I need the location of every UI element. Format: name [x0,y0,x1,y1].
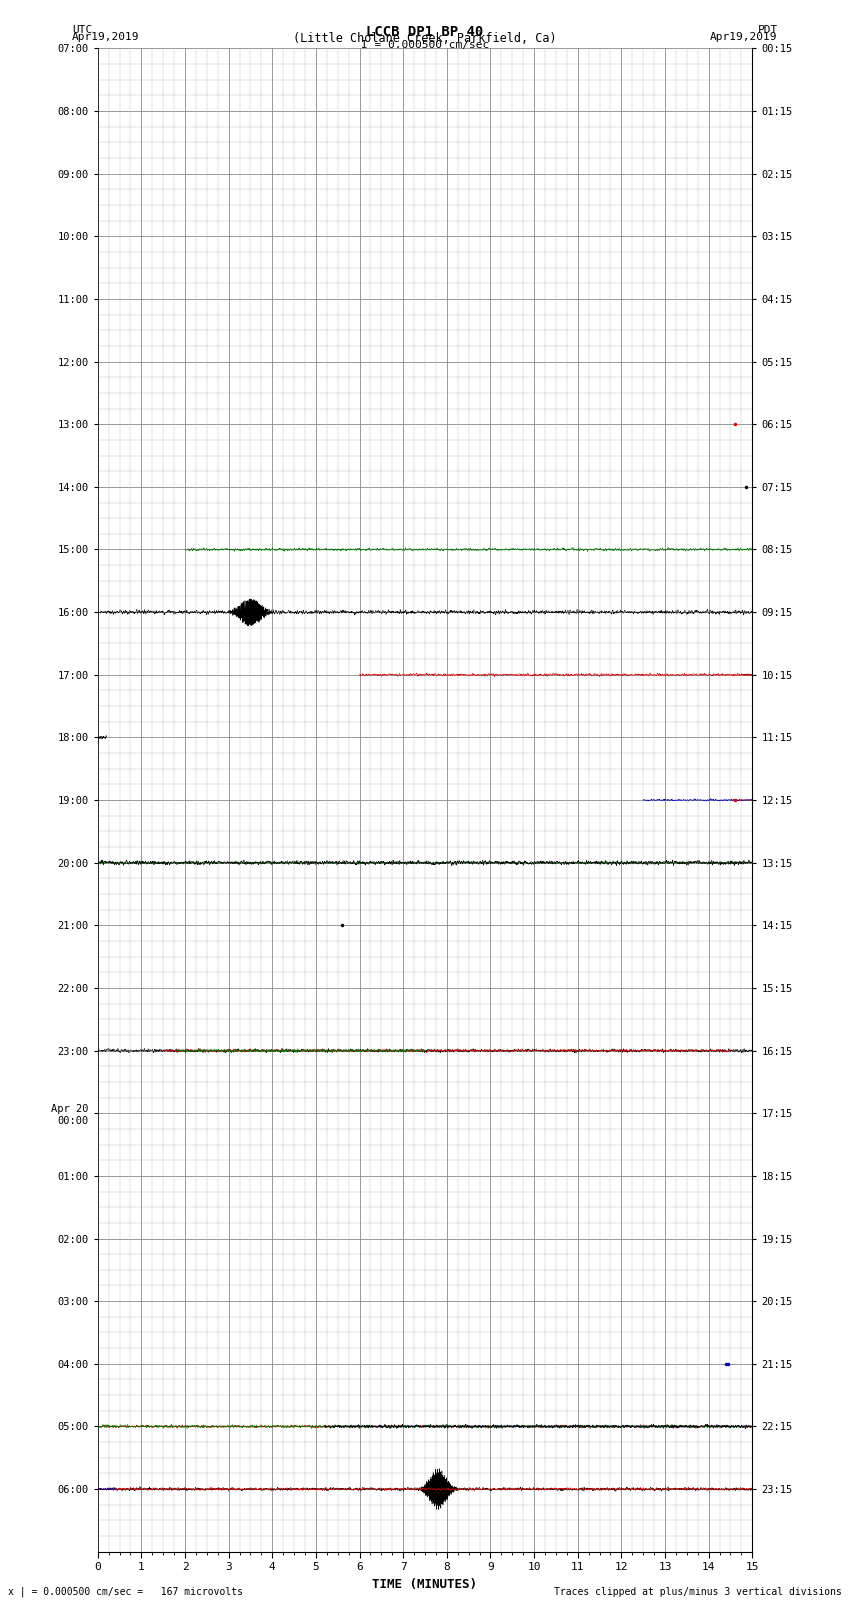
Text: Traces clipped at plus/minus 3 vertical divisions: Traces clipped at plus/minus 3 vertical … [553,1587,842,1597]
Text: LCCB DP1 BP 40: LCCB DP1 BP 40 [366,24,484,39]
Text: Apr19,2019: Apr19,2019 [711,32,778,42]
X-axis label: TIME (MINUTES): TIME (MINUTES) [372,1578,478,1590]
Text: x | = 0.000500 cm/sec =   167 microvolts: x | = 0.000500 cm/sec = 167 microvolts [8,1586,243,1597]
Text: I = 0.000500 cm/sec: I = 0.000500 cm/sec [361,39,489,50]
Text: Apr19,2019: Apr19,2019 [72,32,139,42]
Text: UTC: UTC [72,24,93,35]
Text: PDT: PDT [757,24,778,35]
Text: (Little Cholane Creek, Parkfield, Ca): (Little Cholane Creek, Parkfield, Ca) [293,32,557,45]
